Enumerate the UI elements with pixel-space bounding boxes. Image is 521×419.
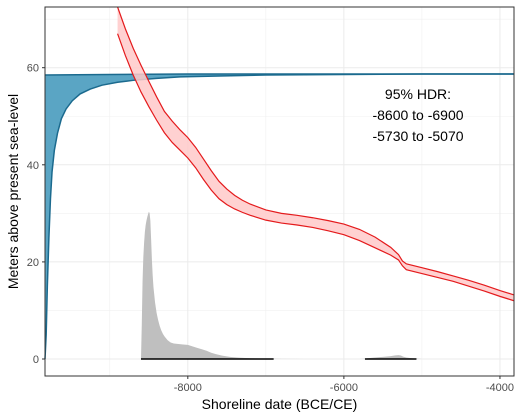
plot-background bbox=[45, 7, 514, 376]
y-tick-label: 60 bbox=[27, 63, 39, 75]
displacement-upper-line bbox=[117, 6, 515, 296]
site-elevation-lower-line bbox=[44, 73, 514, 360]
density-area bbox=[140, 211, 422, 360]
hdr-title: 95% HDR: bbox=[385, 86, 451, 102]
y-tick-label: 0 bbox=[33, 354, 39, 366]
y-tick-label: 20 bbox=[27, 257, 39, 269]
y-axis-title: Meters above present sea-level bbox=[5, 94, 21, 289]
y-tick-label: 40 bbox=[27, 160, 39, 172]
x-tick-label: -4000 bbox=[486, 382, 514, 394]
axes: -8000 -6000 -4000 0 20 40 60 bbox=[27, 63, 514, 394]
displacement-ribbon bbox=[117, 7, 514, 301]
plot-border bbox=[44, 6, 515, 377]
series bbox=[44, 6, 515, 360]
displacement-lower-line bbox=[117, 33, 515, 302]
x-tick-label: -8000 bbox=[174, 382, 202, 394]
hdr-range-2: -5730 to -5070 bbox=[372, 128, 463, 144]
x-tick-label: -6000 bbox=[330, 382, 358, 394]
hdr-range-1: -8600 to -6900 bbox=[372, 107, 463, 123]
x-axis-title: Shoreline date (BCE/CE) bbox=[202, 396, 358, 412]
hdr-annotation: 95% HDR: -8600 to -6900 -5730 to -5070 bbox=[372, 86, 463, 144]
site-elevation-upper-line bbox=[44, 73, 514, 76]
